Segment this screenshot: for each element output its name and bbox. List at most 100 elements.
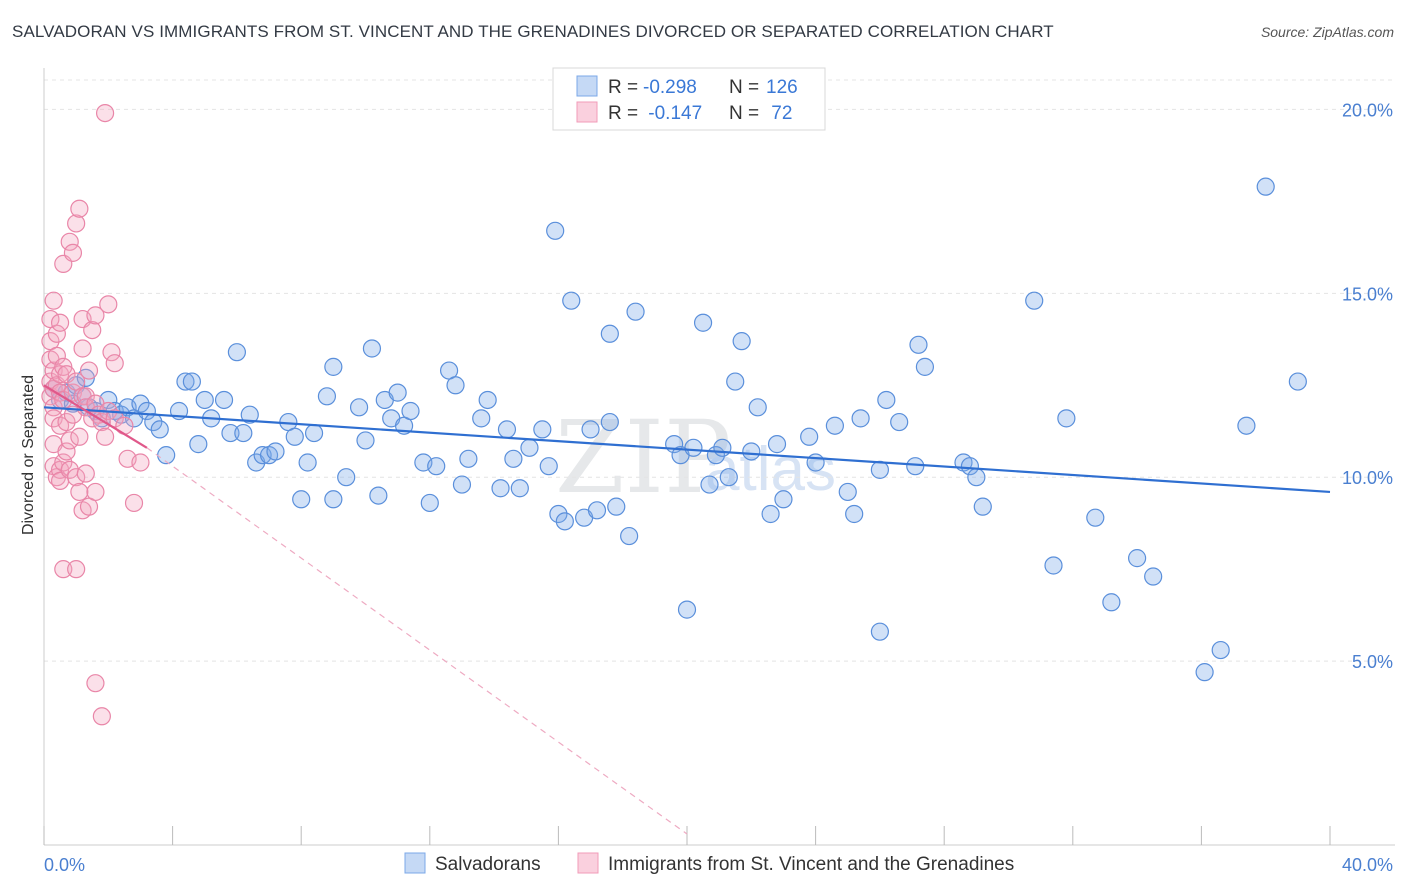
point-salvadorans (304, 423, 324, 443)
point-salvadorans (520, 438, 539, 457)
point-salvadorans (549, 504, 568, 524)
point-salvadorans (684, 438, 703, 457)
chart-title: SALVADORAN VS IMMIGRANTS FROM ST. VINCEN… (12, 22, 1054, 41)
point-salvadorans (1127, 549, 1147, 568)
point-salvadorans (870, 622, 890, 641)
point-immigrants (60, 431, 79, 450)
point-salvadorans (452, 475, 472, 494)
point-salvadorans (497, 420, 517, 439)
point-immigrants (50, 313, 70, 332)
point-salvadorans (533, 420, 552, 439)
point-salvadorans (266, 442, 285, 461)
point-salvadorans (607, 497, 626, 516)
point-salvadorans (1086, 508, 1105, 527)
point-salvadorans (240, 405, 259, 424)
point-immigrants (92, 707, 111, 726)
stats-r-label-1: R = (608, 77, 638, 98)
point-salvadorans (510, 479, 529, 498)
point-salvadorans (761, 504, 780, 524)
point-salvadorans (369, 486, 388, 505)
y-tick-label: 15.0% (1342, 284, 1393, 304)
point-salvadorans (838, 482, 857, 502)
point-salvadorans (555, 512, 574, 531)
point-salvadorans (285, 427, 304, 446)
point-immigrants (67, 214, 86, 233)
point-immigrants (86, 482, 105, 502)
stats-n-value-1: 126 (766, 77, 798, 98)
point-salvadorans (446, 376, 465, 395)
point-salvadorans (227, 343, 246, 362)
point-immigrants (102, 343, 121, 362)
watermark-zip: ZIP (555, 399, 731, 516)
point-immigrants (47, 346, 66, 365)
point-salvadorans (1044, 556, 1063, 575)
axes (43, 68, 1395, 846)
stats-r-label-2: R = (608, 103, 638, 124)
point-salvadorans (960, 457, 980, 476)
point-immigrants (131, 453, 150, 472)
point-immigrants (70, 427, 89, 446)
point-immigrants (54, 453, 73, 472)
point-salvadorans (176, 372, 195, 391)
point-salvadorans (388, 383, 407, 402)
y-tick-label: 20.0% (1342, 100, 1393, 120)
point-salvadorans (726, 372, 745, 391)
point-salvadorans (478, 390, 497, 410)
point-salvadorans (620, 526, 639, 546)
point-salvadorans (767, 435, 787, 454)
point-immigrants (95, 104, 115, 123)
point-salvadorans (427, 457, 446, 476)
point-immigrants (95, 427, 115, 446)
point-salvadorans (851, 409, 870, 428)
trend-line-salvadorans (43, 406, 1331, 494)
point-salvadorans (915, 357, 935, 376)
point-salvadorans (742, 442, 761, 461)
point-salvadorans (150, 420, 169, 439)
trend-lines (43, 384, 1331, 835)
point-salvadorans (845, 504, 864, 524)
point-salvadorans (909, 335, 928, 354)
stats-r-value-2: -0.147 (643, 103, 702, 124)
point-salvadorans (362, 339, 382, 358)
source-credit: Source: ZipAtlas.com (1260, 24, 1394, 40)
legend-label-immigrants: Immigrants from St. Vincent and the Gren… (608, 854, 1014, 875)
point-salvadorans (562, 291, 581, 310)
point-salvadorans (420, 493, 439, 513)
trend-extension-immigrants (146, 447, 688, 835)
point-salvadorans (182, 372, 201, 391)
y-axis-label: Divorced or Separated (20, 375, 37, 535)
point-salvadorans (491, 479, 510, 498)
point-salvadorans (1144, 567, 1163, 586)
point-salvadorans (504, 449, 523, 468)
x-tick-label: 40.0% (1342, 855, 1393, 875)
point-salvadorans (719, 468, 738, 487)
point-salvadorans (693, 313, 713, 332)
point-salvadorans (1211, 640, 1230, 660)
point-immigrants (70, 482, 89, 502)
point-immigrants (124, 493, 144, 513)
legend-swatch-immigrants (577, 852, 599, 874)
stats-r-value-1: -0.298 (643, 77, 697, 98)
point-immigrants (79, 361, 99, 380)
point-salvadorans (349, 398, 369, 417)
point-salvadorans (546, 221, 565, 240)
point-salvadorans (774, 490, 793, 509)
point-immigrants (47, 324, 66, 343)
point-immigrants (86, 674, 105, 693)
point-salvadorans (890, 412, 909, 432)
point-immigrants (86, 306, 105, 325)
point-immigrants (76, 464, 95, 483)
point-salvadorans (131, 394, 150, 413)
point-salvadorans (1025, 291, 1044, 310)
point-salvadorans (700, 475, 719, 494)
legend: Salvadorans Immigrants from St. Vincent … (404, 852, 1014, 875)
point-salvadorans (967, 468, 986, 487)
point-salvadorans (732, 332, 751, 351)
point-salvadorans (748, 398, 767, 417)
point-immigrants (73, 339, 92, 358)
point-salvadorans (677, 600, 697, 619)
stats-n-value-2: 72 (766, 103, 792, 124)
point-salvadorans (189, 435, 208, 454)
legend-label-salvadorans: Salvadorans (435, 854, 541, 875)
point-immigrants (57, 412, 76, 432)
